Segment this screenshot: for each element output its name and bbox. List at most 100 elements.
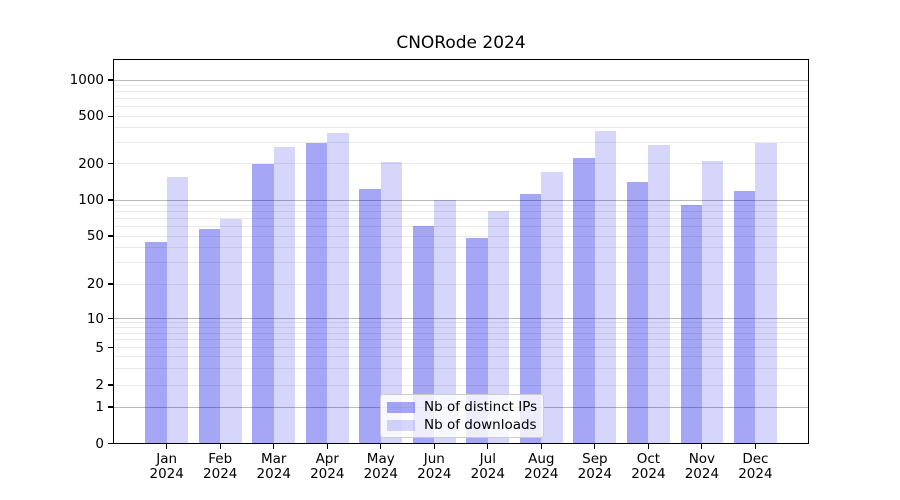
bar-distinct-ips-oct [626,182,649,444]
x-tick-year: 2024 [256,466,291,482]
bar-distinct-ips-jun [412,225,435,444]
x-tick-year: 2024 [149,466,184,482]
y-tick-label-2: 2 [95,377,104,393]
y-tick-label-5: 5 [95,339,104,356]
x-tick-label-may: May 2024 [353,452,409,482]
x-tick-mark-jul [487,444,489,449]
x-tick-year: 2024 [577,466,613,482]
x-tick-label-sep: Sep 2024 [567,452,623,482]
y-tick-label-20: 20 [86,276,104,292]
x-tick-month: Jul [479,451,496,467]
x-tick-label-feb: Feb 2024 [192,452,248,482]
legend-item-downloads: Nb of downloads [387,417,537,433]
bar-downloads-apr [327,132,349,444]
x-tick-year: 2024 [363,466,398,482]
y-tick-mark-5 [107,346,113,349]
x-tick-month: May [366,451,395,467]
chart-title: CNORode 2024 [396,33,526,53]
x-tick-month: Apr [315,451,339,467]
x-tick-year: 2024 [684,466,720,482]
x-tick-month: Jun [423,451,445,467]
x-tick-mark-nov [701,444,703,449]
x-tick-year: 2024 [470,466,505,482]
x-tick-label-dec: Dec 2024 [727,452,783,482]
y-tick-mark-0 [107,442,113,445]
x-tick-mark-aug [540,444,542,449]
x-tick-year: 2024 [310,466,345,482]
gridline-minor-600 [113,106,809,108]
bar-downloads-dec [755,143,777,444]
bar-distinct-ips-may [359,189,381,444]
x-tick-label-jul: Jul 2024 [460,452,516,482]
bar-downloads-nov [701,160,724,444]
x-tick-mark-jun [433,444,435,449]
y-tick-mark-100 [107,199,113,201]
bar-distinct-ips-mar [252,164,274,444]
y-tick-mark-10 [107,317,113,320]
y-tick-label-1000: 1000 [69,72,104,88]
x-tick-year: 2024 [524,466,559,482]
bar-downloads-aug [541,172,563,444]
y-tick-label-1: 1 [95,399,104,415]
bar-downloads-mar [273,147,296,444]
bar-distinct-ips-feb [198,229,221,444]
gridline-major-1000 [113,79,809,81]
x-tick-mark-oct [647,444,649,449]
x-tick-year: 2024 [203,466,238,482]
bar-distinct-ips-aug [519,194,542,444]
bar-downloads-oct [648,145,670,444]
x-tick-year: 2024 [738,466,773,482]
gridline-minor-800 [113,91,809,93]
x-tick-year: 2024 [417,466,452,482]
x-tick-label-apr: Apr 2024 [299,452,355,482]
y-tick-mark-50 [107,235,113,237]
bar-distinct-ips-sep [573,157,595,444]
legend: Nb of distinct IPs Nb of downloads [380,394,544,438]
x-tick-month: Mar [260,451,287,467]
y-tick-label-200: 200 [78,155,104,172]
x-tick-month: Jan [156,451,178,467]
y-tick-mark-500 [107,115,113,117]
x-tick-label-oct: Oct 2024 [620,452,676,482]
y-tick-mark-2 [107,384,113,386]
y-tick-label-100: 100 [78,192,104,208]
x-tick-month: Nov [688,451,716,467]
x-tick-month: Aug [528,451,555,467]
x-tick-label-jun: Jun 2024 [406,452,462,482]
bar-downloads-feb [220,218,242,444]
bar-distinct-ips-dec [734,190,756,444]
legend-item-distinct-ips: Nb of distinct IPs [387,399,537,415]
gridline-minor-900 [113,84,809,86]
x-tick-month: Sep [582,451,608,467]
bar-distinct-ips-jan [145,241,167,444]
legend-swatch-distinct-ips [387,401,415,413]
x-tick-mark-dec [754,444,756,449]
y-tick-mark-200 [107,163,113,165]
x-tick-month: Feb [208,451,233,467]
x-tick-label-jan: Jan 2024 [139,452,195,482]
x-tick-mark-apr [326,444,328,449]
y-tick-label-500: 500 [78,108,104,125]
bar-distinct-ips-jul [466,238,488,444]
bar-downloads-jun [434,200,456,444]
gridline-minor-400 [113,127,809,129]
y-tick-label-0: 0 [95,435,104,452]
y-tick-mark-1 [107,406,113,408]
gridline-minor-700 [113,98,809,100]
legend-swatch-downloads [387,419,415,431]
bar-downloads-may [380,161,403,444]
bar-distinct-ips-nov [680,204,702,444]
gridline-minor-500 [113,115,809,117]
x-tick-month: Dec [742,451,769,467]
bar-distinct-ips-apr [305,143,328,444]
x-tick-year: 2024 [631,466,666,482]
x-tick-mark-mar [273,444,275,449]
legend-label-distinct-ips: Nb of distinct IPs [424,399,538,415]
x-tick-label-mar: Mar 2024 [246,452,302,482]
bar-downloads-sep [594,130,617,444]
x-tick-label-aug: Aug 2024 [513,452,569,482]
x-tick-mark-feb [219,444,221,449]
gridline-minor-300 [113,142,809,144]
x-tick-label-nov: Nov 2024 [674,452,730,482]
